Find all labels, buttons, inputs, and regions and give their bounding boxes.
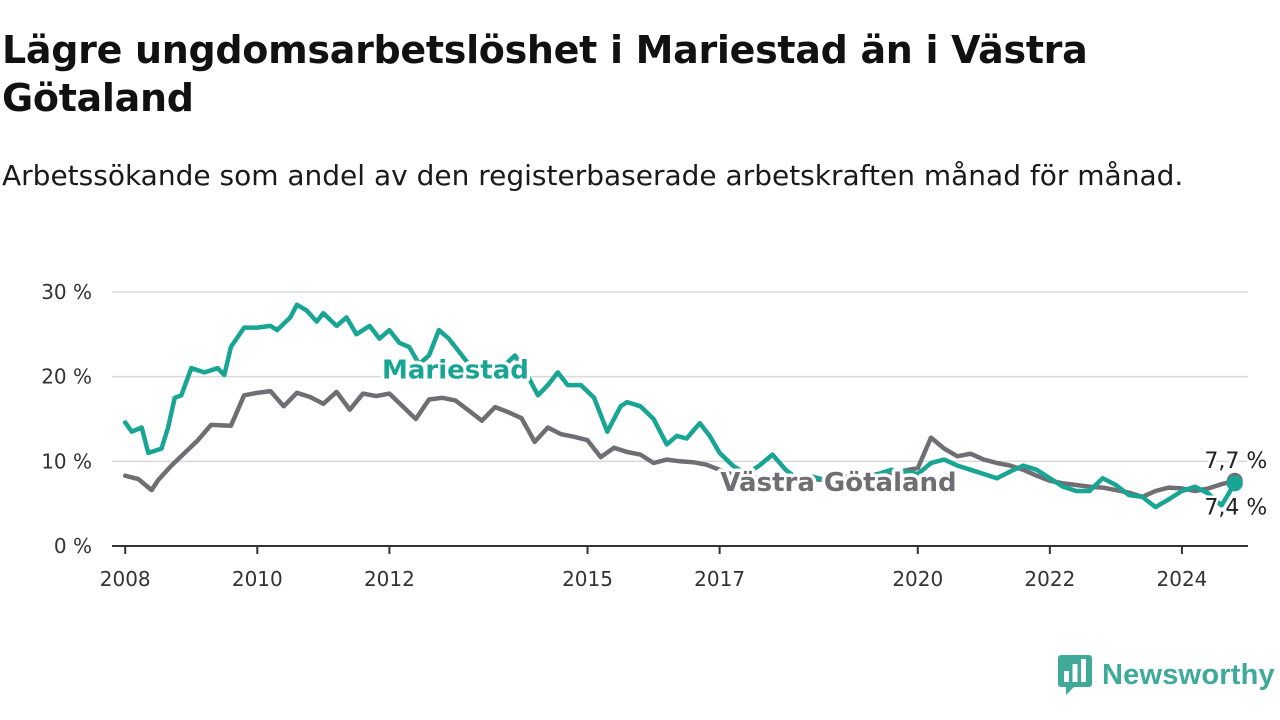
y-tick-label: 0 % bbox=[54, 534, 92, 558]
series-line-mariestad bbox=[122, 302, 1238, 510]
series-name-label: Mariestad bbox=[382, 355, 529, 385]
newsworthy-chart-bubble-icon bbox=[1058, 655, 1092, 695]
x-tick-label: 2012 bbox=[364, 567, 415, 591]
chart-title: Lägre ungdomsarbetslöshet i Mariestad än… bbox=[2, 28, 1088, 120]
x-tick-label: 2017 bbox=[694, 567, 745, 591]
chart-subtitle: Arbetssökande som andel av den registerb… bbox=[2, 159, 1184, 192]
x-tick-label: 2015 bbox=[562, 567, 613, 591]
x-tick-label: 2022 bbox=[1024, 567, 1075, 591]
y-tick-label: 30 % bbox=[41, 280, 92, 304]
series-name-label: Västra Götaland bbox=[720, 468, 956, 498]
series-line-vastra-gotaland bbox=[122, 388, 1238, 500]
y-tick-label: 20 % bbox=[41, 365, 92, 389]
end-value-label-mariestad: 7,4 % bbox=[1204, 495, 1267, 520]
end-value-label-vastra-gotaland: 7,7 % bbox=[1204, 449, 1267, 474]
x-tick-label: 2024 bbox=[1157, 567, 1208, 591]
newsworthy-logo: Newsworthy bbox=[1058, 654, 1275, 696]
newsworthy-logo-text: Newsworthy bbox=[1102, 658, 1275, 691]
x-tick-label: 2020 bbox=[892, 567, 943, 591]
end-point-marker-mariestad bbox=[1226, 475, 1243, 492]
y-tick-label: 10 % bbox=[41, 449, 92, 473]
x-tick-label: 2008 bbox=[100, 567, 151, 591]
x-tick-label: 2010 bbox=[232, 567, 283, 591]
